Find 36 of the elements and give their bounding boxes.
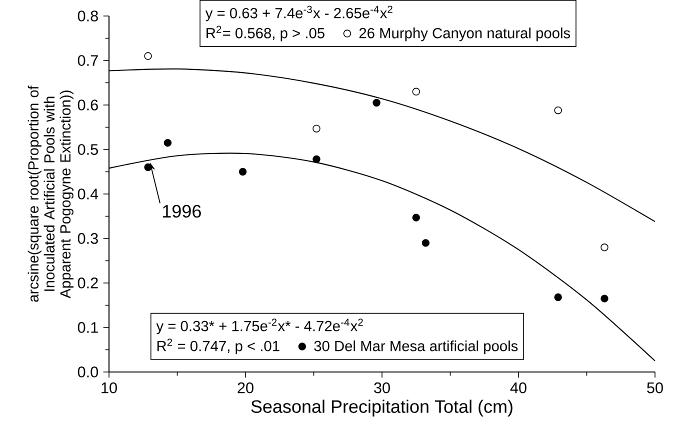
point	[312, 124, 320, 132]
point	[600, 294, 608, 302]
annotation: y = 0.33* + 1.75e$^{-2}$x* - 4.72e$^{-4}$x$^{2}$	[156, 318, 363, 334]
point	[238, 168, 247, 176]
x-tick-label: 10	[102, 382, 117, 394]
point	[600, 244, 608, 252]
point	[554, 293, 562, 302]
y-tick-label: 0.2	[78, 278, 98, 288]
y-tick-label: 0.8	[78, 10, 98, 22]
y-tick-label: 0.6	[78, 100, 98, 110]
point	[422, 239, 430, 247]
y-axis-title: arcsine(square root(Proportion of Inoculated Artificial Pools with Apparent Pogogyne Extinction))	[28, 86, 74, 302]
point	[312, 155, 320, 164]
y-tick-label: 0.5	[78, 144, 98, 155]
annotation: R$^{2}$= 0.568, p > .05	[206, 26, 324, 42]
x-tick-label: 40	[510, 382, 526, 394]
y-tick-label: 0.0	[78, 366, 98, 378]
point	[144, 52, 152, 60]
legend-label: 30 Del Mar Mesa artificial pools	[314, 340, 518, 354]
point	[554, 106, 562, 114]
x-tick-label: 50	[647, 382, 663, 394]
legend-label: 26 Murphy Canyon natural pools	[359, 28, 570, 42]
annotation: R$^{2}$ = 0.747, p < .01	[157, 338, 280, 354]
annotation: y = 0.63 + 7.4e$^{-3}$x - 2.65e$^{-4}$x$^{2}$	[205, 6, 392, 22]
x-axis-title: Seasonal Precipitation Total (cm)	[251, 400, 512, 417]
y-tick-label: 0.4	[78, 188, 98, 200]
x-tick-label: 30	[374, 382, 390, 394]
x-tick-label: 20	[238, 382, 254, 394]
y-tick-label: 0.7	[78, 55, 98, 66]
point	[372, 98, 380, 107]
y-tick-label: 0.1	[78, 322, 98, 333]
point	[164, 138, 172, 147]
point	[412, 214, 420, 222]
annotation: 1996	[163, 204, 201, 218]
point	[412, 88, 420, 96]
y-tick-label: 0.3	[78, 233, 98, 244]
